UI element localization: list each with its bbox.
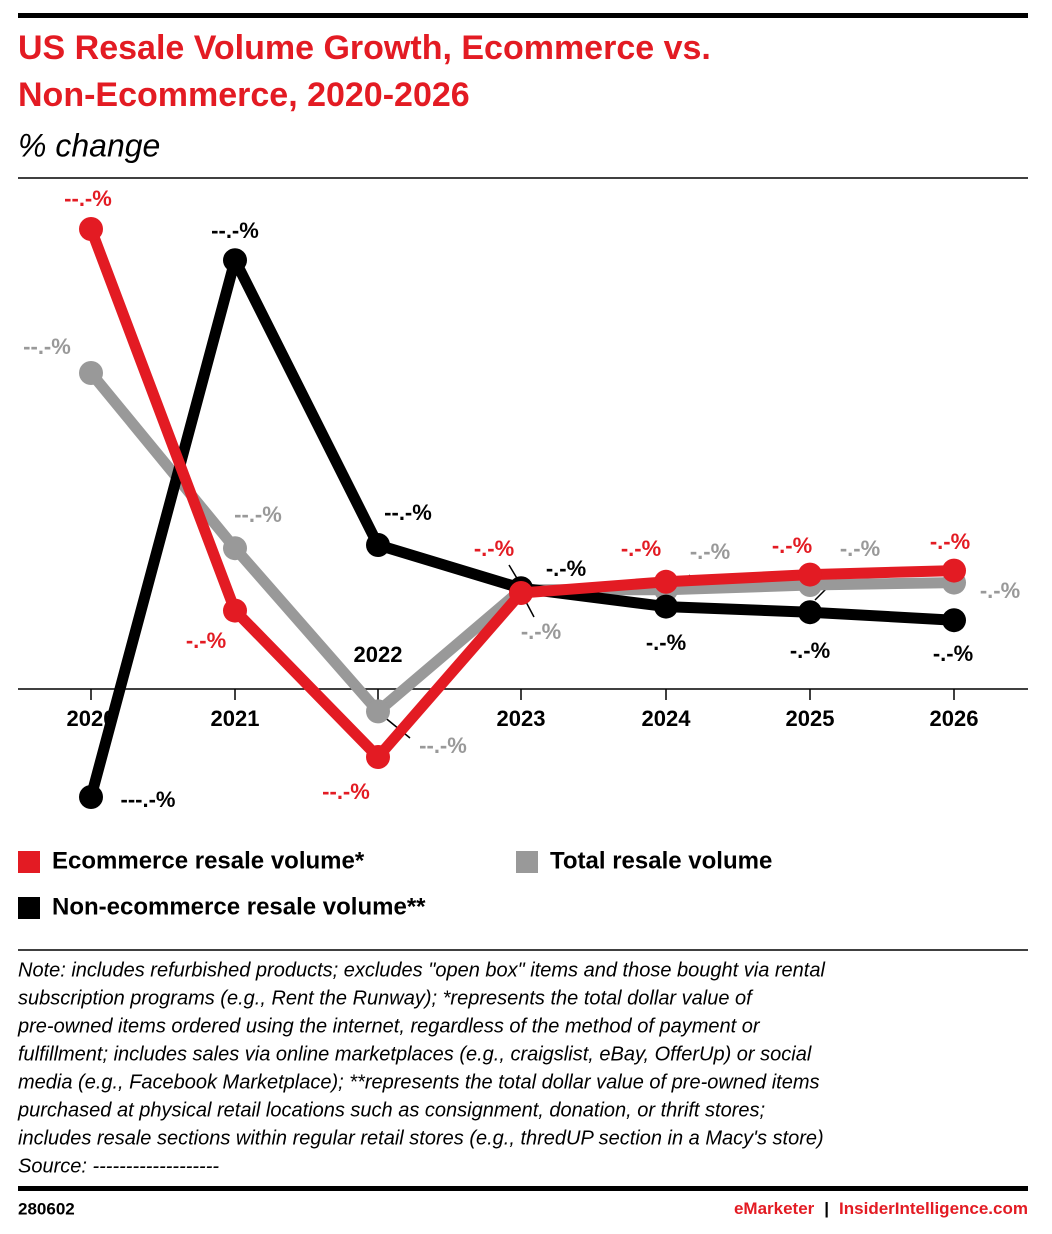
x-tick-label: 2021 [211,706,260,731]
top-rule [18,13,1028,18]
separator: | [824,1199,829,1218]
point [942,608,966,633]
point [654,594,678,619]
subtitle: % change [18,127,160,163]
note-line: Source: ------------------- [18,1155,219,1177]
data-label: -.-% [930,529,970,554]
leader-line [382,715,411,739]
x-tick-label: 2024 [642,706,692,731]
point [79,217,103,241]
legend-label: Total resale volume [550,847,772,874]
point [223,248,247,273]
data-label: --.-% [322,779,370,804]
data-label: -.-% [772,533,812,558]
chart-title: US Resale Volume Growth, Ecommerce vs. [18,29,711,67]
point [798,562,822,587]
legend-swatch [18,897,40,919]
chart-id: 280602 [18,1199,75,1218]
point [509,581,533,605]
legend-swatch [18,851,40,873]
legend-label: Non-ecommerce resale volume** [52,893,426,920]
data-label: -.-% [474,536,514,561]
data-label: -.-% [646,630,686,655]
bottom-rule [18,1186,1028,1191]
data-label: -.-% [980,578,1020,603]
footer-brand: eMarketer | InsiderIntelligence.com [734,1199,1028,1218]
chart-title: Non-Ecommerce, 2020-2026 [18,76,470,114]
brand: eMarketer [734,1199,815,1218]
data-label: ---.-% [121,787,176,812]
legend-swatch [516,851,538,873]
data-label: --.-% [384,500,432,525]
data-label: -.-% [546,556,586,581]
note-line: media (e.g., Facebook Marketplace); **re… [18,1071,820,1093]
data-label: -.-% [790,638,830,663]
note-line: fulfillment; includes sales via online m… [18,1043,812,1065]
point [223,536,247,561]
point [223,598,247,623]
note-line: pre-owned items ordered using the intern… [17,1015,761,1037]
note-line: Note: includes refurbished products; exc… [18,959,825,981]
note-line: subscription programs (e.g., Rent the Ru… [18,987,754,1009]
point [366,699,390,724]
data-label: --.-% [234,502,282,527]
note-line: purchased at physical retail locations s… [17,1099,765,1121]
data-label: --.-% [23,334,71,359]
point [366,533,390,557]
data-label: -.-% [521,619,561,644]
legend-label: Ecommerce resale volume* [52,847,365,874]
point [798,600,822,625]
data-label: --.-% [419,733,467,758]
point [79,361,103,385]
data-label: -.-% [186,628,226,653]
point [79,785,103,809]
data-label: -.-% [690,539,730,564]
data-label: --.-% [211,218,259,243]
x-tick-label: 2025 [786,706,835,731]
x-tick-label: 2026 [930,706,979,731]
data-label: --.-% [64,186,112,211]
data-label: -.-% [933,641,973,666]
point [654,569,678,594]
point [366,745,390,769]
point [942,558,966,583]
data-label: -.-% [621,536,661,561]
x-tick-label: 2023 [497,706,546,731]
site: InsiderIntelligence.com [839,1199,1028,1218]
data-label: -.-% [840,536,880,561]
x-tick-label: 2022 [354,642,403,667]
note-line: includes resale sections within regular … [18,1127,824,1149]
